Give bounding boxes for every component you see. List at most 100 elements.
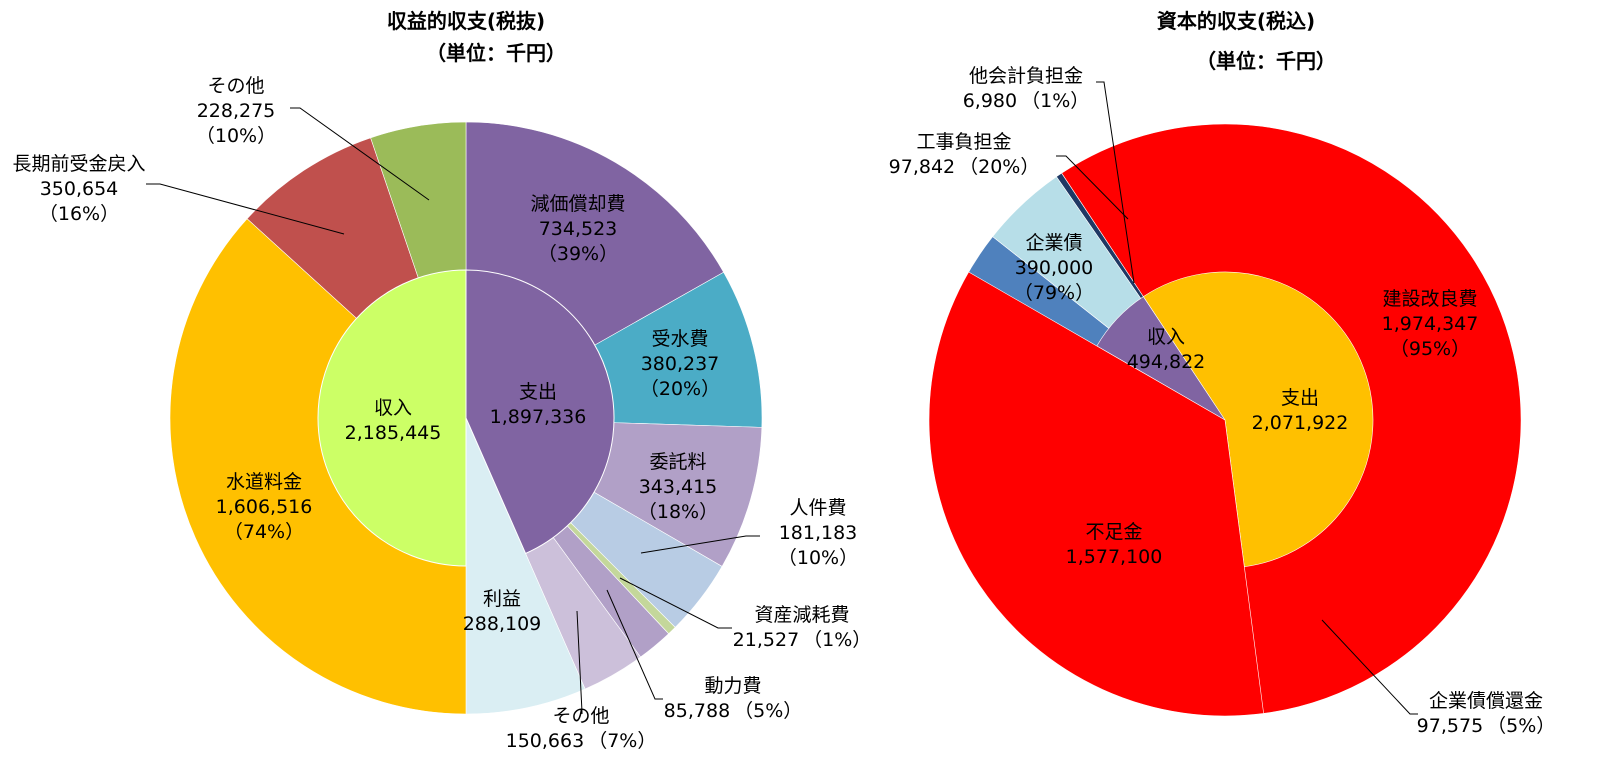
label-bond-redemption: 企業債償還金 97,575 （5%） <box>1417 690 1556 737</box>
label-other-expense-title: その他 <box>552 705 609 727</box>
inner-label-expense-line-1: 1,897,336 <box>490 406 587 428</box>
inner-label-income: 収入 2,185,445 <box>345 397 442 444</box>
label-other-revenue-line-2: （10%） <box>196 125 276 147</box>
leader-line-4 <box>146 183 345 235</box>
label-asset-loss-pct: （1%） <box>803 629 871 651</box>
inner-label-expense-line-0: 支出 <box>519 381 557 403</box>
label-power-pct: （5%） <box>734 700 802 722</box>
label-power-value: 85,788 <box>664 700 730 722</box>
inner-label-expense: 支出 1,897,336 <box>490 381 587 428</box>
label-other-accounts: 他会計負担金 6,980 （1%） <box>963 65 1090 112</box>
label-other-expense-value: 150,663 <box>506 730 585 752</box>
label-depreciation: 減価償却費 734,523 （39%） <box>530 193 625 265</box>
label-other-accounts-pct: （1%） <box>1021 90 1089 112</box>
label-profit-line-0: 利益 <box>483 588 521 610</box>
chart-subtitle: （単位：千円） <box>1196 49 1336 73</box>
label-construction-contribution: 工事負担金 97,842 （20%） <box>889 131 1040 178</box>
inner-label-income-line-1: 2,185,445 <box>345 422 442 444</box>
label-construction-contribution-value: 97,842 <box>889 156 955 178</box>
inner-label-income: 収入 494,822 <box>1127 326 1206 373</box>
label-other-accounts-value: 6,980 <box>963 90 1017 112</box>
label-bonds-line-2: （79%） <box>1014 282 1094 304</box>
label-long-term-deferred: 長期前受金戻入 350,654 （16%） <box>12 153 145 225</box>
label-consignment-line-2: （18%） <box>638 501 718 523</box>
leader-line-0 <box>640 535 760 554</box>
label-depreciation-line-1: 734,523 <box>539 218 618 240</box>
label-water-purchase: 受水費 380,237 （20%） <box>640 328 720 400</box>
inner-label-income-line-0: 収入 <box>374 397 412 419</box>
inner-label-income-line-0: 収入 <box>1147 326 1185 348</box>
outer-slice-7 <box>465 417 586 715</box>
label-power: 動力費 85,788 （5%） <box>664 675 803 722</box>
leader-line-2 <box>1321 619 1418 715</box>
inner-slice-1 <box>465 269 615 555</box>
leader-line-3 <box>576 610 583 714</box>
label-other-revenue-line-0: その他 <box>207 75 264 97</box>
label-power-title: 動力費 <box>704 675 761 697</box>
capital-expenditure-chart: 資本的収支(税込) （単位：千円） 建設改良費 1,974,347 （95%） 企業債 39… <box>889 9 1556 737</box>
label-long-term-deferred-line-0: 長期前受金戻入 <box>12 153 145 175</box>
inner-label-shortfall: 不足金 1,577,100 <box>1066 521 1163 568</box>
label-water-purchase-line-2: （20%） <box>640 378 720 400</box>
label-construction-line-2: （95%） <box>1390 338 1470 360</box>
label-water-charges: 水道料金 1,606,516 （74%） <box>216 471 313 543</box>
label-water-purchase-line-0: 受水費 <box>651 328 708 350</box>
label-depreciation-line-0: 減価償却費 <box>530 193 625 215</box>
label-bond-redemption-value: 97,575 <box>1417 715 1483 737</box>
inner-label-expense-line-0: 支出 <box>1281 387 1319 409</box>
label-profit-line-1: 288,109 <box>463 613 542 635</box>
chart-title: 資本的収支(税込) <box>1157 9 1315 33</box>
leader-line-1 <box>1056 155 1129 220</box>
label-long-term-deferred-line-1: 350,654 <box>40 178 119 200</box>
leader-line-1 <box>619 577 732 629</box>
outer-slice-8 <box>169 218 467 715</box>
label-construction: 建設改良費 1,974,347 （95%） <box>1382 288 1479 360</box>
label-construction-line-0: 建設改良費 <box>1382 288 1477 310</box>
chart-subtitle: （単位：千円） <box>426 41 566 65</box>
label-bonds: 企業債 390,000 （79%） <box>1014 232 1094 304</box>
label-consignment: 委託料 343,415 （18%） <box>638 451 718 523</box>
label-personnel: 人件費 181,183 （10%） <box>778 497 858 569</box>
label-bond-redemption-pct: （5%） <box>1487 715 1555 737</box>
label-water-charges-line-1: 1,606,516 <box>216 496 313 518</box>
label-water-purchase-line-1: 380,237 <box>641 353 720 375</box>
label-bond-redemption-title: 企業債償還金 <box>1429 690 1543 712</box>
inner-slice-1-fill <box>928 271 1264 717</box>
leader-line-5 <box>290 107 430 201</box>
label-construction-contribution-pct: （20%） <box>959 156 1039 178</box>
label-other-accounts-title: 他会計負担金 <box>969 65 1083 87</box>
label-profit: 利益 288,109 <box>463 588 542 635</box>
label-consignment-line-1: 343,415 <box>639 476 718 498</box>
label-other-revenue: その他 228,275 （10%） <box>196 75 276 147</box>
inner-label-shortfall-line-0: 不足金 <box>1085 521 1142 543</box>
inner-label-expense-line-1: 2,071,922 <box>1252 412 1349 434</box>
label-asset-loss: 資産減耗費 21,527 （1%） <box>733 604 872 651</box>
leader-line-2 <box>606 589 663 700</box>
revenue-expenditure-chart: 収益的収支(税抜) （単位：千円） 収入 2,185,445 支出 1,897,336 利益… <box>12 9 871 752</box>
chart-title: 収益的収支(税抜) <box>387 9 545 33</box>
leader-line-0 <box>1096 81 1135 284</box>
inner-slice-0 <box>317 269 467 567</box>
label-construction-line-1: 1,974,347 <box>1382 313 1479 335</box>
inner-slice-0 <box>1142 271 1374 568</box>
label-water-charges-line-2: （74%） <box>224 521 304 543</box>
label-asset-loss-title: 資産減耗費 <box>754 604 849 626</box>
label-other-revenue-line-1: 228,275 <box>197 100 276 122</box>
label-long-term-deferred-line-2: （16%） <box>39 203 119 225</box>
label-construction-contribution-title: 工事負担金 <box>916 131 1011 153</box>
inner-label-expense: 支出 2,071,922 <box>1252 387 1349 434</box>
label-personnel-line-2: （10%） <box>778 547 858 569</box>
inner-label-shortfall-line-1: 1,577,100 <box>1066 546 1163 568</box>
inner-label-income-line-1: 494,822 <box>1127 351 1206 373</box>
label-personnel-line-1: 181,183 <box>779 522 858 544</box>
label-depreciation-line-2: （39%） <box>538 243 618 265</box>
label-water-charges-line-0: 水道料金 <box>226 471 302 493</box>
label-other-expense-pct: （7%） <box>588 730 656 752</box>
label-bonds-line-1: 390,000 <box>1015 257 1094 279</box>
label-personnel-line-0: 人件費 <box>789 497 846 519</box>
label-other-expense: その他 150,663 （7%） <box>506 705 657 752</box>
label-bonds-line-0: 企業債 <box>1025 232 1082 254</box>
label-consignment-line-0: 委託料 <box>649 451 706 473</box>
label-asset-loss-value: 21,527 <box>733 629 799 651</box>
